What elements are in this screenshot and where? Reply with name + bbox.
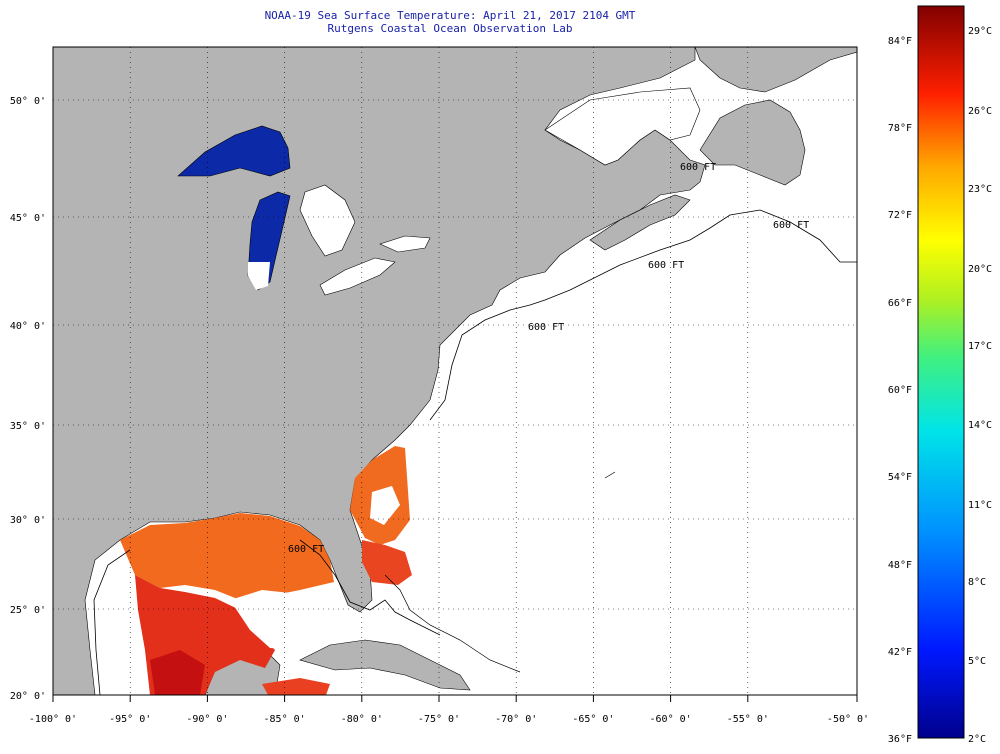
colorbar-f-label: 78°F <box>888 123 912 134</box>
lon-grid <box>129 47 749 695</box>
lon-label: -80° 0' <box>341 714 383 725</box>
colorbar-f-label: 42°F <box>888 647 912 658</box>
colorbar-f-label: 54°F <box>888 472 912 483</box>
lat-label: 45° 0' <box>10 213 46 224</box>
lake-michigan-south-no-data <box>248 262 270 290</box>
lat-label: 25° 0' <box>10 605 46 616</box>
lake-erie <box>319 257 396 296</box>
lat-label: 35° 0' <box>10 421 46 432</box>
gulf-st-lawrence <box>544 87 701 166</box>
colorbar-c-label: 23°C <box>968 184 992 195</box>
contour-label: 600 FT <box>288 544 324 555</box>
colorbar-f-label: 36°F <box>888 734 912 745</box>
lon-label: -70° 0' <box>495 714 537 725</box>
lon-label: -60° 0' <box>650 714 692 725</box>
colorbar-c-label: 8°C <box>968 577 986 588</box>
colorbar-c-label: 26°C <box>968 106 992 117</box>
gulf-sst-cloud-gap <box>230 590 345 650</box>
lat-label: 40° 0' <box>10 321 46 332</box>
colorbar-c-label: 2°C <box>968 734 986 745</box>
colorbar-c-label: 20°C <box>968 264 992 275</box>
coastal-islands <box>384 471 616 673</box>
colorbar-c-label: 5°C <box>968 656 986 667</box>
map-subtitle: Rutgens Coastal Ocean Observation Lab <box>327 22 573 35</box>
lat-label: 50° 0' <box>10 96 46 107</box>
contour-label: 600 FT <box>680 162 716 173</box>
shelf-contour <box>299 539 441 636</box>
depth-contour-600ft <box>93 209 857 695</box>
lon-label: -95° 0' <box>109 714 151 725</box>
gulf-sst-orange <box>120 513 334 600</box>
atlantic-sst-red <box>362 540 412 585</box>
contour-label: 600 FT <box>773 220 809 231</box>
lon-label: -65° 0' <box>572 714 614 725</box>
contour-label: 600 FT <box>528 322 564 333</box>
colorbar-f-label: 60°F <box>888 385 912 396</box>
colorbar-f-label: 66°F <box>888 298 912 309</box>
cuba-north-sst <box>262 678 330 695</box>
contour-label: 600 FT <box>648 260 684 271</box>
map-title: NOAA-19 Sea Surface Temperature: April 2… <box>264 9 636 22</box>
newfoundland-land <box>699 99 806 186</box>
lon-label: -55° 0' <box>727 714 769 725</box>
lon-label: -85° 0' <box>264 714 306 725</box>
lat-grid <box>53 99 857 610</box>
lon-ticks <box>52 695 858 702</box>
atlantic-sst-gap <box>370 486 400 525</box>
colorbar-c-label: 29°C <box>968 26 992 37</box>
colorbar-c-label: 17°C <box>968 341 992 352</box>
cuba-land <box>299 639 471 691</box>
gulf-sst-dark-red <box>150 650 205 695</box>
colorbar-f-label: 84°F <box>888 36 912 47</box>
lake-superior <box>177 125 291 177</box>
colorbar-f-label: 48°F <box>888 560 912 571</box>
lat-label: 20° 0' <box>10 691 46 702</box>
lake-ontario <box>379 235 431 253</box>
lat-label: 30° 0' <box>10 515 46 526</box>
colorbar <box>917 5 965 739</box>
map-frame <box>52 46 858 696</box>
colorbar-c-label: 14°C <box>968 420 992 431</box>
nova-scotia-land <box>589 194 691 251</box>
lake-huron <box>299 184 356 257</box>
lon-label: -50° 0' <box>827 714 869 725</box>
lon-label: -75° 0' <box>418 714 460 725</box>
colorbar-c-label: 11°C <box>968 500 992 511</box>
lon-label: -90° 0' <box>186 714 228 725</box>
lon-label: -100° 0' <box>29 714 77 725</box>
colorbar-f-label: 72°F <box>888 210 912 221</box>
